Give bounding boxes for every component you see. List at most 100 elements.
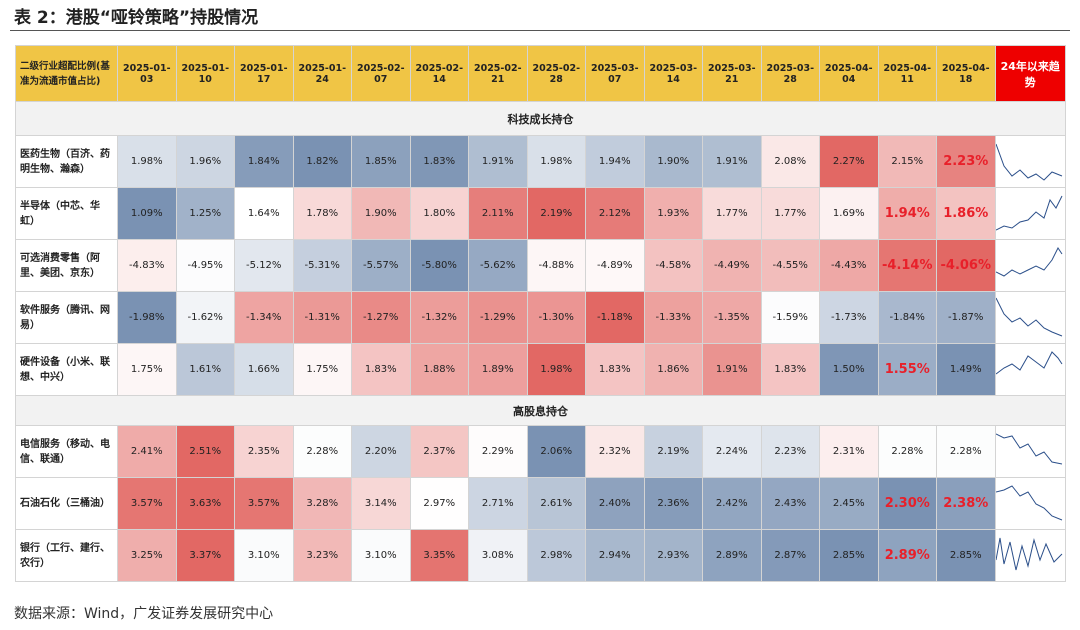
row-label: 软件服务（腾讯、网易） (15, 291, 118, 344)
value-cell: 2.06% (526, 425, 586, 478)
value-cell: 2.40% (585, 477, 645, 530)
value-cell: 3.10% (234, 529, 294, 582)
value-cell: 1.77% (702, 187, 762, 240)
value-cell: 1.90% (351, 187, 411, 240)
value-cell: -5.62% (468, 239, 528, 292)
value-cell: 1.83% (760, 343, 820, 396)
trend-cell (994, 343, 1066, 396)
section-row: 科技成长持仓 (15, 101, 1066, 136)
value-cell: -1.62% (175, 291, 235, 344)
value-cell: -1.27% (351, 291, 411, 344)
header-date: 2025-03-07 (585, 45, 645, 102)
value-cell: 2.11% (468, 187, 528, 240)
value-cell: 1.83% (409, 135, 469, 188)
value-cell: -5.12% (234, 239, 294, 292)
data-row: 医药生物（百济、药明生物、瀚森） 1.98% 1.96% 1.84% 1.82% 1.85… (15, 135, 1066, 188)
row-label: 石油石化（三桶油） (15, 477, 118, 530)
value-cell: 2.85% (819, 529, 879, 582)
value-cell: 3.35% (409, 529, 469, 582)
section-title: 高股息持仓 (15, 395, 1066, 426)
value-cell: -4.43% (819, 239, 879, 292)
value-cell: 2.23% (936, 135, 996, 188)
value-cell: 1.75% (292, 343, 352, 396)
trend-cell (994, 187, 1066, 240)
value-cell: -1.32% (409, 291, 469, 344)
value-cell: 2.43% (760, 477, 820, 530)
value-cell: -1.33% (643, 291, 703, 344)
value-cell: 2.12% (585, 187, 645, 240)
value-cell: 1.89% (468, 343, 528, 396)
header-date: 2025-03-21 (702, 45, 762, 102)
value-cell: 3.57% (234, 477, 294, 530)
value-cell: 1.90% (643, 135, 703, 188)
title-rule (10, 30, 1070, 31)
sparkline-path (996, 195, 1063, 231)
header-date: 2025-02-28 (526, 45, 586, 102)
value-cell: 2.94% (585, 529, 645, 582)
trend-cell (994, 529, 1066, 582)
sparkline-path (995, 537, 1063, 571)
table-title: 表 2：港股“哑铃策略”持股情况 (14, 8, 259, 28)
sparkline-path (995, 297, 1063, 337)
row-label: 半导体（中芯、华虹） (15, 187, 118, 240)
value-cell: 1.49% (936, 343, 996, 396)
row-label: 电信服务（移动、电信、联通） (15, 425, 118, 478)
header-date: 2025-01-17 (234, 45, 294, 102)
trend-cell (994, 291, 1066, 344)
trend-sparkline (996, 195, 1063, 231)
value-cell: -1.59% (760, 291, 820, 344)
value-cell: -4.95% (175, 239, 235, 292)
sparkline-path (996, 247, 1063, 277)
value-cell: 2.23% (760, 425, 820, 478)
value-cell: -4.83% (117, 239, 177, 292)
row-label: 可选消费零售（阿里、美团、京东） (15, 239, 118, 292)
value-cell: 1.64% (234, 187, 294, 240)
data-row: 可选消费零售（阿里、美团、京东） -4.83% -4.95% -5.12% -5.31%… (15, 239, 1066, 292)
value-cell: 1.98% (117, 135, 177, 188)
data-row: 电信服务（移动、电信、联通） 2.41% 2.51% 2.35% 2.28% 2.20% 2… (15, 425, 1066, 478)
value-cell: 2.71% (468, 477, 528, 530)
value-cell: 2.19% (526, 187, 586, 240)
section-title: 科技成长持仓 (15, 101, 1066, 136)
value-cell: -1.87% (936, 291, 996, 344)
header-date: 2025-01-03 (117, 45, 177, 102)
value-cell: -1.29% (468, 291, 528, 344)
value-cell: -5.31% (292, 239, 352, 292)
value-cell: 1.75% (117, 343, 177, 396)
value-cell: 2.28% (877, 425, 937, 478)
value-cell: 1.91% (468, 135, 528, 188)
value-cell: 1.80% (409, 187, 469, 240)
value-cell: 1.82% (292, 135, 352, 188)
value-cell: 1.84% (234, 135, 294, 188)
trend-sparkline (996, 433, 1063, 465)
header-date: 2025-01-10 (175, 45, 235, 102)
value-cell: -1.18% (585, 291, 645, 344)
header-date: 2025-01-24 (292, 45, 352, 102)
value-cell: 3.10% (351, 529, 411, 582)
header-date: 2025-04-04 (819, 45, 879, 102)
value-cell: 2.35% (234, 425, 294, 478)
header-date: 2025-04-18 (936, 45, 996, 102)
value-cell: 1.98% (526, 343, 586, 396)
value-cell: 3.63% (175, 477, 235, 530)
value-cell: 3.25% (117, 529, 177, 582)
trend-cell (994, 477, 1066, 530)
data-row: 软件服务（腾讯、网易） -1.98% -1.62% -1.34% -1.31% -1.27… (15, 291, 1066, 344)
value-cell: -1.35% (702, 291, 762, 344)
value-cell: 1.25% (175, 187, 235, 240)
value-cell: 1.86% (936, 187, 996, 240)
row-label: 医药生物（百济、药明生物、瀚森） (15, 135, 118, 188)
header-trend: 24年以来趋势 (994, 45, 1066, 102)
value-cell: 1.91% (702, 135, 762, 188)
value-cell: 1.83% (585, 343, 645, 396)
value-cell: -4.14% (877, 239, 937, 292)
value-cell: -4.89% (585, 239, 645, 292)
value-cell: 2.85% (936, 529, 996, 582)
value-cell: 2.37% (409, 425, 469, 478)
value-cell: 2.87% (760, 529, 820, 582)
value-cell: -5.80% (409, 239, 469, 292)
value-cell: 2.29% (468, 425, 528, 478)
value-cell: 3.37% (175, 529, 235, 582)
sparkline-path (996, 433, 1063, 465)
value-cell: 2.51% (175, 425, 235, 478)
